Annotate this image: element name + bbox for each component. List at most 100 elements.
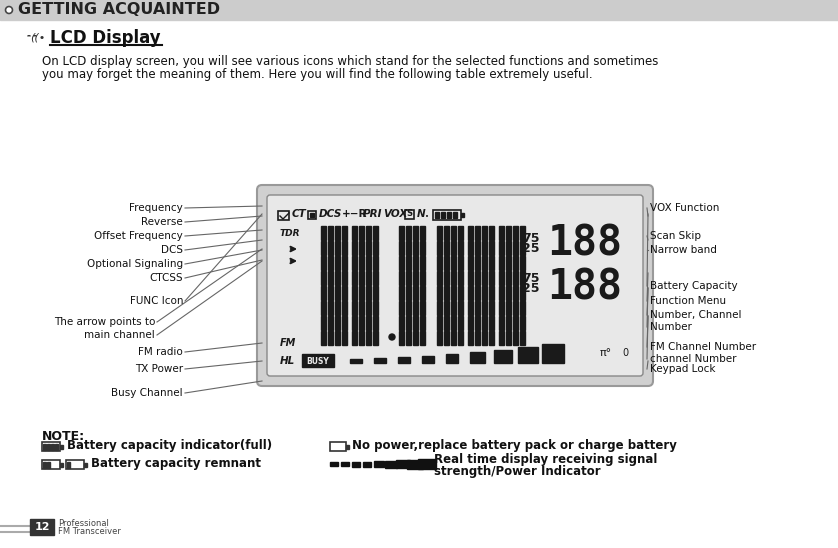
- Bar: [66, 460, 84, 469]
- Text: S: S: [406, 209, 412, 219]
- Bar: [374, 358, 386, 363]
- Bar: [468, 241, 473, 254]
- Bar: [302, 354, 334, 367]
- Bar: [412, 286, 418, 300]
- Bar: [328, 286, 333, 300]
- Text: CTCSS: CTCSS: [149, 273, 183, 283]
- Bar: [458, 301, 463, 315]
- Text: 25: 25: [522, 242, 540, 254]
- Bar: [437, 256, 442, 270]
- Bar: [334, 256, 340, 270]
- Bar: [373, 331, 378, 345]
- Bar: [334, 226, 340, 239]
- Bar: [334, 301, 340, 315]
- Bar: [451, 241, 456, 254]
- Bar: [474, 256, 480, 270]
- Bar: [482, 301, 487, 315]
- Bar: [412, 271, 418, 284]
- Bar: [437, 226, 442, 239]
- Bar: [443, 331, 449, 345]
- Bar: [412, 241, 418, 254]
- Bar: [385, 460, 397, 467]
- Bar: [320, 286, 326, 300]
- Bar: [407, 460, 423, 469]
- Bar: [499, 226, 504, 239]
- Bar: [373, 226, 378, 239]
- Bar: [437, 316, 442, 329]
- Text: FM Transceiver: FM Transceiver: [58, 528, 121, 536]
- Text: The arrow points to: The arrow points to: [54, 317, 155, 327]
- Bar: [505, 331, 511, 345]
- Bar: [406, 256, 411, 270]
- Bar: [84, 463, 86, 466]
- Bar: [320, 226, 326, 239]
- Bar: [520, 226, 525, 239]
- Circle shape: [6, 7, 13, 14]
- Bar: [443, 316, 449, 329]
- Bar: [60, 463, 63, 466]
- Bar: [359, 286, 364, 300]
- Text: strength/Power Indicator: strength/Power Indicator: [434, 465, 601, 477]
- Bar: [513, 331, 518, 345]
- Bar: [505, 226, 511, 239]
- Bar: [499, 286, 504, 300]
- Bar: [406, 241, 411, 254]
- Bar: [513, 226, 518, 239]
- Bar: [458, 316, 463, 329]
- Bar: [489, 286, 494, 300]
- Text: BUSY: BUSY: [307, 357, 329, 366]
- Text: Function Menu: Function Menu: [650, 296, 726, 306]
- Bar: [482, 316, 487, 329]
- Bar: [446, 354, 458, 363]
- Text: GETTING ACQUAINTED: GETTING ACQUAINTED: [18, 3, 220, 18]
- Bar: [342, 331, 347, 345]
- Bar: [0, 0, 838, 20]
- Text: Professional: Professional: [58, 520, 109, 528]
- Bar: [513, 316, 518, 329]
- Bar: [55, 443, 58, 449]
- Bar: [513, 301, 518, 315]
- Text: Busy Channel: Busy Channel: [111, 388, 183, 398]
- Bar: [30, 519, 54, 535]
- Text: CT: CT: [292, 209, 307, 219]
- Bar: [365, 226, 371, 239]
- Bar: [334, 241, 340, 254]
- Bar: [405, 210, 414, 219]
- Bar: [341, 462, 349, 466]
- Bar: [474, 301, 480, 315]
- Bar: [437, 241, 442, 254]
- Bar: [482, 241, 487, 254]
- Text: No power,replace battery pack or charge battery: No power,replace battery pack or charge …: [352, 439, 677, 453]
- Bar: [499, 301, 504, 315]
- Text: π°: π°: [600, 348, 612, 358]
- Bar: [406, 331, 411, 345]
- Bar: [342, 301, 347, 315]
- Bar: [468, 301, 473, 315]
- Bar: [396, 460, 410, 468]
- Bar: [342, 316, 347, 329]
- Bar: [373, 256, 378, 270]
- Bar: [443, 226, 449, 239]
- Bar: [399, 331, 404, 345]
- Bar: [365, 331, 371, 345]
- Bar: [470, 352, 485, 363]
- Text: 0: 0: [622, 348, 628, 358]
- Bar: [320, 301, 326, 315]
- Bar: [447, 212, 451, 218]
- FancyBboxPatch shape: [267, 195, 643, 376]
- Bar: [520, 241, 525, 254]
- Text: FM radio: FM radio: [138, 347, 183, 357]
- Bar: [399, 286, 404, 300]
- Bar: [365, 301, 371, 315]
- Bar: [351, 241, 357, 254]
- Bar: [328, 316, 333, 329]
- Bar: [420, 241, 425, 254]
- Bar: [482, 271, 487, 284]
- Bar: [320, 331, 326, 345]
- Bar: [365, 256, 371, 270]
- Bar: [399, 316, 404, 329]
- Bar: [374, 461, 384, 467]
- Text: On LCD display screen, you will see various icons which stand for the selected f: On LCD display screen, you will see vari…: [42, 55, 659, 68]
- Bar: [334, 331, 340, 345]
- Bar: [489, 226, 494, 239]
